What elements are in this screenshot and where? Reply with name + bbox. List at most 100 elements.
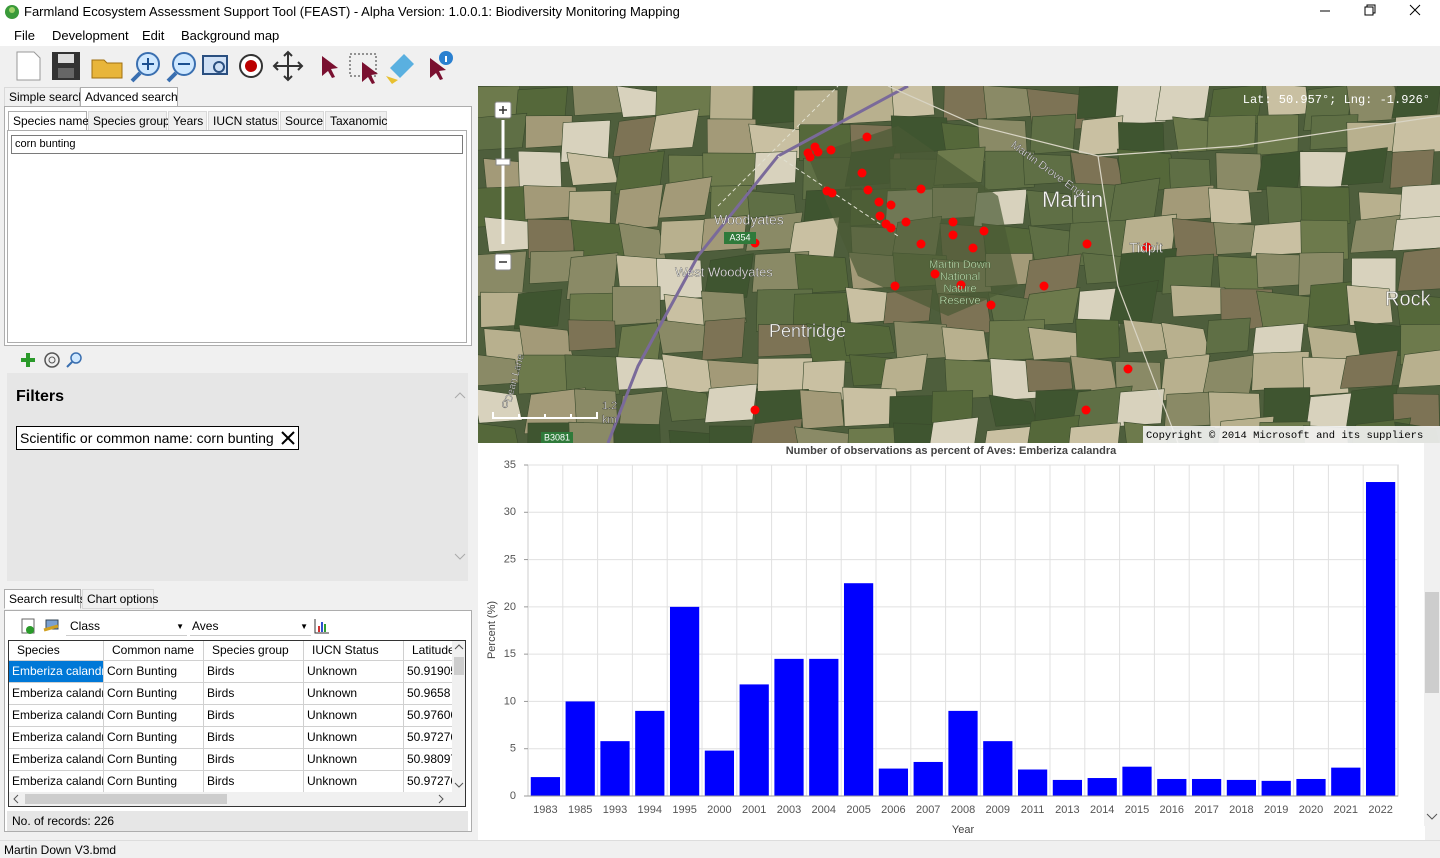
map-field	[1215, 152, 1263, 196]
map-field	[752, 86, 798, 125]
map-label: Woodyates	[714, 212, 784, 228]
bar	[635, 710, 665, 796]
tab[interactable]: Years	[168, 111, 207, 131]
map-field	[1256, 114, 1299, 156]
window-controls[interactable]	[1300, 0, 1440, 24]
new-button[interactable]	[16, 51, 41, 81]
map-field	[893, 321, 950, 361]
map-field	[709, 425, 752, 443]
table-row[interactable]: Emberiza calandra Corn Bunting Birds Unknow…	[9, 771, 453, 793]
road-shield	[724, 232, 756, 244]
reset-button[interactable]	[44, 352, 60, 368]
map-field	[1349, 214, 1401, 254]
info-button[interactable]	[430, 51, 453, 80]
export-button[interactable]	[21, 618, 35, 634]
remove-filter-button[interactable]	[280, 431, 295, 445]
map-field	[1025, 359, 1073, 393]
map-field	[613, 423, 661, 443]
tab[interactable]: Search results	[4, 589, 86, 609]
map-label: Tidpit	[1129, 240, 1163, 256]
search-button[interactable]	[66, 352, 82, 368]
box-select-button[interactable]	[349, 53, 378, 84]
column-header[interactable]: IUCN Status	[304, 641, 404, 661]
group-value-dropdown[interactable]: Aves ▼	[190, 617, 311, 636]
tab[interactable]: Chart options	[82, 589, 158, 609]
table-vscrollbar[interactable]	[452, 641, 466, 793]
window-title: Farmland Ecosystem Assessment Support To…	[24, 4, 680, 19]
reserve-label: National	[940, 271, 980, 283]
column-header[interactable]: Common name	[104, 641, 204, 661]
table-row[interactable]: Emberiza calandra Corn Bunting Birds Unknow…	[9, 749, 453, 771]
map-field	[566, 252, 619, 300]
x-tick-label: 2022	[1368, 804, 1392, 816]
tab[interactable]: Simple search	[4, 87, 85, 107]
pan-button[interactable]	[272, 50, 304, 82]
tab[interactable]: Species group	[88, 111, 170, 131]
tab[interactable]: Taxanomic	[325, 111, 387, 131]
copy-button[interactable]	[43, 619, 59, 632]
filter-list: Scientific or common name: corn bunting	[16, 426, 299, 450]
zoom-in-button[interactable]	[130, 52, 160, 83]
table-row[interactable]: Emberiza calandra Corn Bunting Birds Unknow…	[9, 683, 453, 705]
observation-point	[916, 239, 926, 249]
map[interactable]: Woodyates West Woodyates Pentridge Martin Ti…	[478, 86, 1440, 443]
table-row[interactable]: Emberiza calandra Corn Bunting Birds Unknow…	[9, 727, 453, 749]
map-field	[1391, 113, 1440, 155]
add-filter-button[interactable]	[21, 353, 35, 367]
clear-button[interactable]	[386, 54, 414, 84]
chart-scrollbar[interactable]	[1424, 443, 1440, 826]
extent-button[interactable]	[202, 55, 228, 75]
map-field	[1108, 280, 1159, 325]
menu-item[interactable]: Background map	[181, 28, 280, 43]
bar	[704, 750, 735, 796]
x-tick-label: 2007	[916, 804, 940, 816]
bar	[1122, 766, 1152, 796]
column-header[interactable]: Species group	[204, 641, 304, 661]
map-field	[1068, 422, 1121, 443]
zoom-control[interactable]	[494, 101, 512, 271]
x-tick-label: 1995	[672, 804, 696, 816]
y-tick-label: 0	[510, 790, 516, 802]
identify-button[interactable]	[239, 54, 263, 78]
dropdown-arrow: ▼	[176, 622, 184, 631]
open-button[interactable]	[91, 59, 123, 79]
menu-item[interactable]: Development	[52, 28, 129, 43]
map-field	[483, 216, 535, 253]
search-input[interactable]: corn bunting	[11, 135, 463, 154]
select-button[interactable]	[322, 56, 338, 78]
tab[interactable]: IUCN status	[208, 111, 279, 131]
table-hscrollbar[interactable]	[9, 792, 466, 806]
x-tick-label: 1983	[533, 804, 557, 816]
bar	[1261, 780, 1291, 796]
map-field	[1206, 114, 1257, 151]
y-tick-label: 30	[504, 506, 516, 518]
menu-item[interactable]: File	[14, 28, 35, 43]
group-by-dropdown[interactable]: Class ▼	[66, 617, 187, 636]
tab[interactable]: Source	[280, 111, 324, 131]
table-cell: 50.97606	[404, 705, 453, 727]
column-header[interactable]: Latitude	[404, 641, 453, 661]
map-field	[659, 219, 708, 255]
tab[interactable]: Species name	[8, 111, 89, 131]
table-row[interactable]: Emberiza calandra Corn Bunting Birds Unknow…	[9, 661, 453, 683]
map-field	[1399, 183, 1440, 221]
table-row[interactable]: Emberiza calandra Corn Bunting Birds Unknow…	[9, 705, 453, 727]
save-button[interactable]	[52, 52, 80, 80]
chart-button[interactable]	[313, 617, 331, 635]
menu-item[interactable]: Edit	[142, 28, 165, 43]
zoom-out-button[interactable]	[166, 52, 196, 83]
tab[interactable]: Advanced search	[80, 87, 178, 107]
observation-point	[1039, 281, 1049, 291]
observation-point	[901, 217, 911, 227]
column-header[interactable]: Species	[9, 641, 104, 661]
map-field	[703, 253, 754, 301]
filters-scrollbar[interactable]	[453, 387, 467, 567]
table-cell: Birds	[204, 661, 304, 683]
observation-point	[916, 184, 926, 194]
bar	[809, 658, 839, 796]
map-field	[518, 354, 572, 395]
x-tick-label: 2018	[1229, 804, 1253, 816]
y-tick-label: 35	[504, 459, 516, 471]
bar	[600, 741, 630, 796]
